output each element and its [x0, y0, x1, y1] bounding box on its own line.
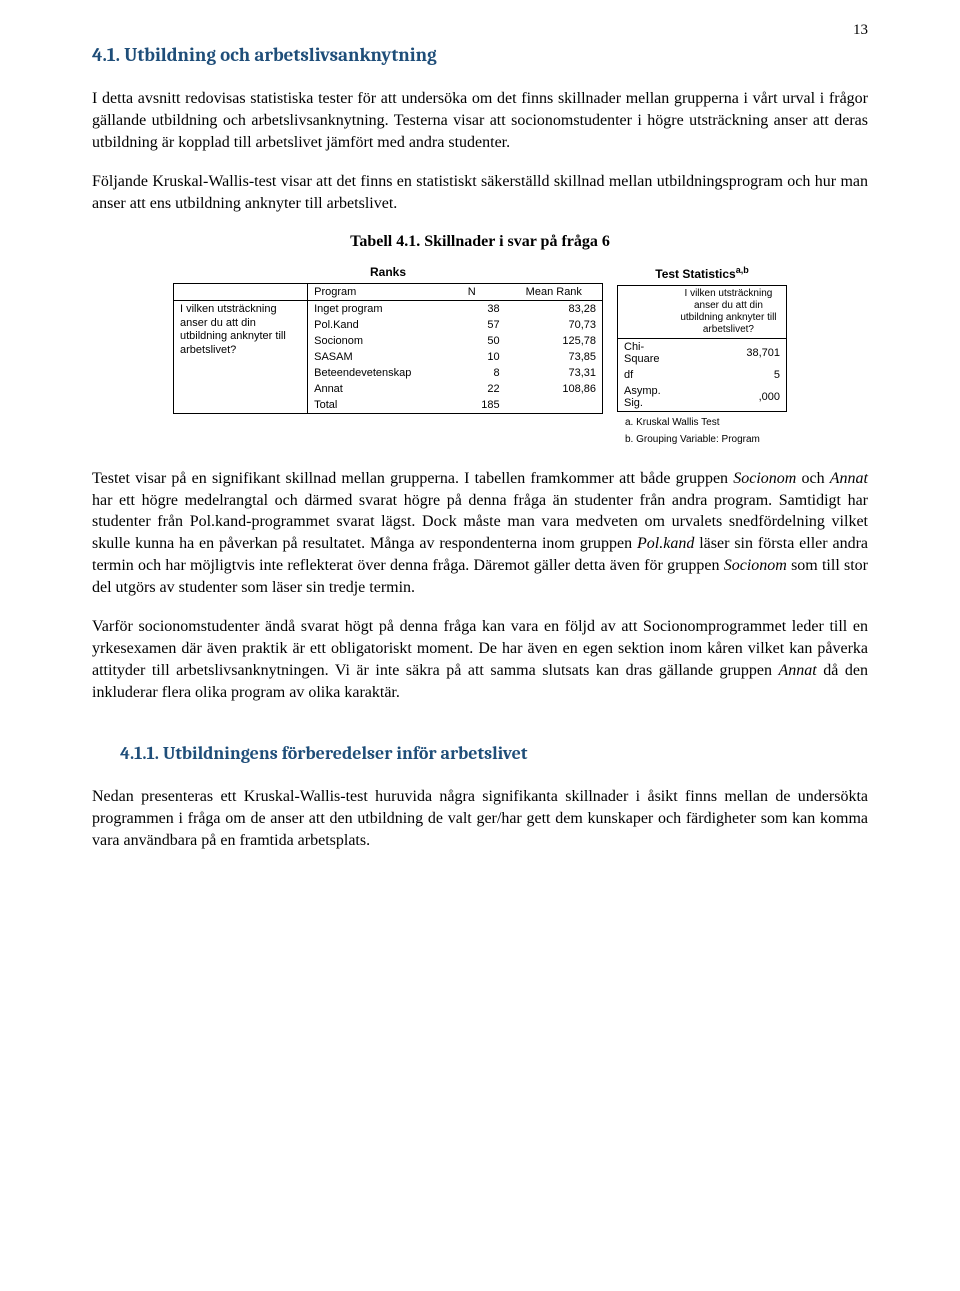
stat-value: 5	[671, 367, 787, 383]
ranks-question: I vilken utsträckning anser du att din u…	[174, 300, 308, 413]
cell-program: Total	[308, 397, 438, 414]
stat-value: ,000	[671, 383, 787, 412]
cell-n: 50	[438, 333, 506, 349]
cell-meanrank: 108,86	[506, 381, 603, 397]
table-row: df 5	[618, 367, 787, 383]
cell-n: 22	[438, 381, 506, 397]
cell-n: 10	[438, 349, 506, 365]
italic-text: Socionom	[724, 557, 787, 574]
cell-n: 57	[438, 317, 506, 333]
cell-program: Socionom	[308, 333, 438, 349]
ranks-title: Ranks	[370, 265, 406, 279]
paragraph-3: Testet visar på en signifikant skillnad …	[92, 468, 868, 599]
cell-meanrank: 73,85	[506, 349, 603, 365]
cell-meanrank: 125,78	[506, 333, 603, 349]
cell-meanrank: 83,28	[506, 300, 603, 317]
tables-wrap: Ranks Program N Mean Rank I vilken utstr…	[92, 265, 868, 446]
italic-text: Annat	[779, 662, 817, 679]
subsection-heading: 4.1.1. Utbildningens förberedelser inför…	[120, 743, 868, 764]
col-n: N	[438, 283, 506, 300]
paragraph-4: Varför socionomstudenter ändå svarat hög…	[92, 616, 868, 703]
italic-text: Pol.kand	[637, 535, 694, 552]
subsection-title: Utbildningens förberedelser inför arbets…	[163, 743, 528, 764]
section-title: Utbildning och arbetslivsanknytning	[124, 44, 437, 66]
stats-table: I vilken utsträckning anser du att din u…	[617, 285, 787, 412]
stat-label: Asymp. Sig.	[618, 383, 671, 412]
stat-value: 38,701	[671, 338, 787, 367]
subsection-number: 4.1.1.	[120, 743, 159, 764]
table-row: Chi-Square 38,701	[618, 338, 787, 367]
cell-program: Inget program	[308, 300, 438, 317]
cell-meanrank: 73,31	[506, 365, 603, 381]
cell-program: Annat	[308, 381, 438, 397]
cell-meanrank: 70,73	[506, 317, 603, 333]
table-row: Asymp. Sig. ,000	[618, 383, 787, 412]
stats-sup: a,b	[736, 265, 749, 275]
page-number: 13	[853, 22, 868, 39]
stats-question: I vilken utsträckning anser du att din u…	[671, 285, 787, 338]
stats-block: Test Statisticsa,b I vilken utsträckning…	[617, 265, 787, 446]
ranks-table: Program N Mean Rank I vilken utsträcknin…	[173, 283, 603, 414]
stats-title-text: Test Statistics	[655, 267, 735, 281]
col-program: Program	[308, 283, 438, 300]
text: och	[796, 470, 829, 487]
paragraph-5: Nedan presenteras ett Kruskal-Wallis-tes…	[92, 786, 868, 851]
text: Varför socionomstudenter ändå svarat hög…	[92, 618, 868, 679]
italic-text: Annat	[830, 470, 868, 487]
stat-label: df	[618, 367, 671, 383]
cell-n: 185	[438, 397, 506, 414]
cell-program: SASAM	[308, 349, 438, 365]
cell-n: 8	[438, 365, 506, 381]
text: Testet visar på en signifikant skillnad …	[92, 470, 733, 487]
table-caption: Tabell 4.1. Skillnader i svar på fråga 6	[92, 233, 868, 251]
footnote-b: b. Grouping Variable: Program	[617, 433, 787, 446]
stats-header-row: I vilken utsträckning anser du att din u…	[618, 285, 787, 338]
ranks-header-row: Program N Mean Rank	[174, 283, 603, 300]
cell-program: Pol.Kand	[308, 317, 438, 333]
table-row: I vilken utsträckning anser du att din u…	[174, 300, 603, 317]
section-number: 4.1.	[92, 44, 120, 66]
col-meanrank: Mean Rank	[506, 283, 603, 300]
section-heading: 4.1. Utbildning och arbetslivsanknytning	[92, 44, 868, 66]
italic-text: Socionom	[733, 470, 796, 487]
footnote-a: a. Kruskal Wallis Test	[617, 416, 787, 429]
stats-title: Test Statisticsa,b	[617, 265, 787, 281]
cell-n: 38	[438, 300, 506, 317]
ranks-block: Ranks Program N Mean Rank I vilken utstr…	[173, 265, 603, 446]
stat-label: Chi-Square	[618, 338, 671, 367]
paragraph-1: I detta avsnitt redovisas statistiska te…	[92, 88, 868, 153]
cell-meanrank	[506, 397, 603, 414]
cell-program: Beteendevetenskap	[308, 365, 438, 381]
paragraph-2: Följande Kruskal-Wallis-test visar att d…	[92, 171, 868, 215]
page: 13 4.1. Utbildning och arbetslivsanknytn…	[0, 0, 960, 1291]
